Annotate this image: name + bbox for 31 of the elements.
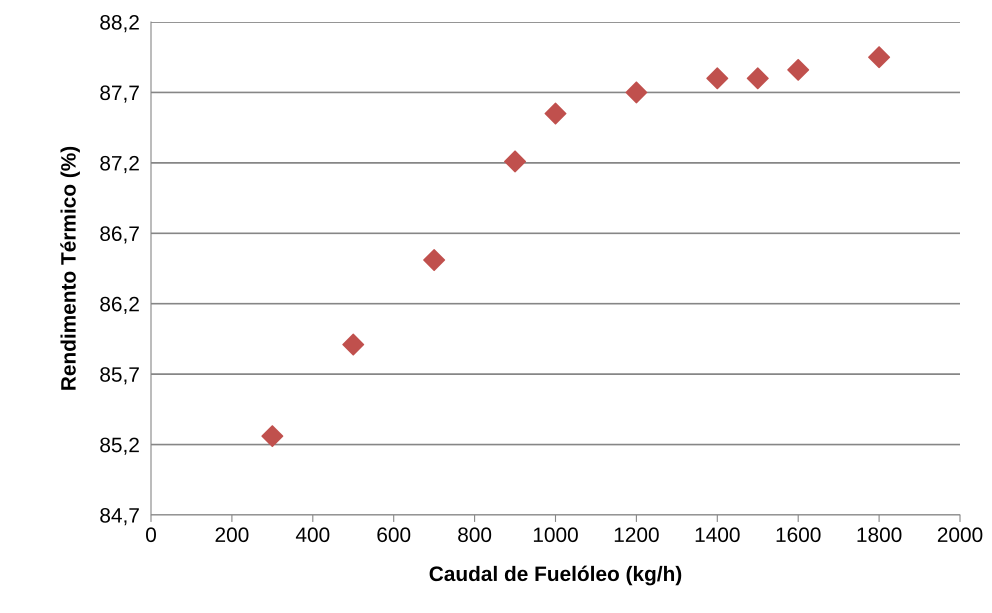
x-tick-label: 1800 — [858, 527, 902, 542]
x-tick-label: 200 — [216, 527, 248, 542]
x-tick-label: 400 — [296, 527, 330, 542]
y-tick-label: 84,7 — [100, 508, 139, 526]
y-tick-label: 85,2 — [100, 438, 139, 455]
x-tick-label: 0 — [146, 527, 156, 542]
x-tick-label: 600 — [377, 527, 410, 542]
y-tick-label: 85,7 — [100, 367, 139, 384]
point — [868, 46, 890, 68]
y-tick-label: 87,7 — [100, 85, 139, 103]
point — [787, 58, 810, 81]
y-tick-label: 88,2 — [100, 15, 139, 32]
x-tick-label: 1000 — [534, 527, 578, 542]
y-axis-title: Rendimento Térmico (%) — [60, 146, 80, 390]
y-tick-label: 86,2 — [100, 296, 139, 314]
y-tick-label: 87,2 — [100, 156, 139, 174]
point — [625, 81, 648, 104]
point — [342, 334, 364, 356]
y-tick-label: 86,7 — [100, 226, 139, 244]
x-tick-label: 1200 — [614, 527, 659, 542]
point — [504, 150, 526, 172]
point — [706, 67, 728, 90]
x-tick-label: 800 — [458, 527, 492, 542]
point — [544, 102, 566, 125]
x-tick-label: 1400 — [696, 527, 740, 542]
x-tick-label: 2000 — [938, 527, 982, 542]
point — [261, 425, 284, 448]
x-axis-title: Caudal de Fuelóleo (kg/h) — [430, 566, 682, 586]
point — [423, 249, 446, 272]
point — [746, 67, 769, 90]
x-tick-label: 1600 — [776, 527, 821, 542]
